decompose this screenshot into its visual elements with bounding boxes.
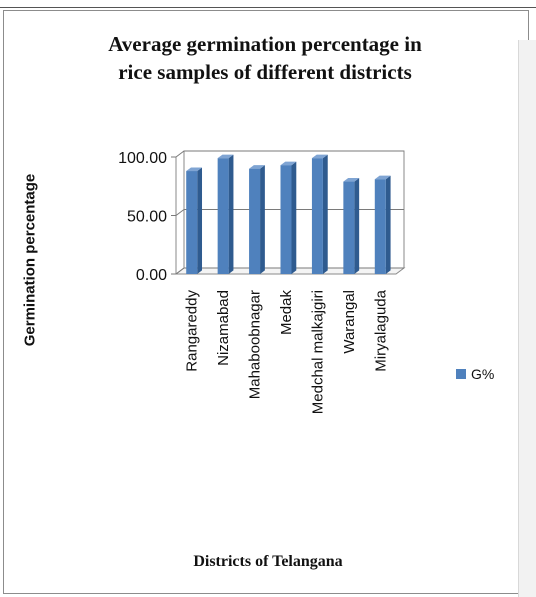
x-tick-label: Medchal malkajgiri — [309, 290, 326, 414]
bar-side — [322, 154, 328, 274]
bar — [311, 158, 323, 274]
gridline-depth — [175, 209, 185, 216]
y-tick-label: 100.00 — [118, 150, 167, 167]
bar-top — [249, 165, 265, 169]
legend: G% — [456, 366, 494, 382]
bar-side — [291, 161, 297, 274]
gridline-depth — [175, 267, 185, 275]
y-tick-label: 50.00 — [127, 209, 167, 226]
x-axis-label: Districts of Telangana — [193, 553, 343, 570]
bar-top — [374, 175, 391, 180]
bar-top — [311, 154, 328, 159]
x-tick-label: Medak — [278, 290, 295, 336]
bar — [249, 168, 261, 274]
bar — [343, 181, 355, 274]
bar — [217, 158, 229, 274]
bar — [374, 179, 386, 274]
legend-swatch — [456, 369, 466, 379]
bar-side — [228, 154, 234, 274]
bar — [280, 165, 292, 274]
chart-title-line-2: rice samples of different districts — [118, 60, 412, 84]
bar-side — [385, 175, 391, 274]
side-panel — [518, 40, 536, 597]
bar-top — [217, 154, 234, 159]
x-tick-label: Nizamabad — [215, 290, 232, 366]
chart-frame — [3, 10, 529, 594]
bar-top — [280, 161, 297, 166]
x-tick-label: Miryalaguda — [372, 289, 389, 371]
bar-side — [260, 165, 265, 274]
top-border-line — [0, 7, 536, 8]
x-tick-label: Mahaboobnagar — [247, 290, 264, 399]
bar-side — [197, 167, 203, 274]
bar-top — [186, 167, 203, 172]
bar-top — [343, 177, 360, 182]
x-tick-label: Rangareddy — [184, 290, 201, 372]
y-tick-label: 0.00 — [136, 267, 167, 284]
legend-label: G% — [471, 366, 495, 382]
bar — [186, 171, 198, 274]
chart-title: Average germination percentage in rice s… — [40, 30, 490, 86]
bar-side — [354, 177, 360, 274]
gridline-depth — [175, 150, 185, 158]
x-tick-label: Warangal — [341, 290, 358, 354]
chart-title-line-1: Average germination percentage in — [108, 32, 422, 56]
